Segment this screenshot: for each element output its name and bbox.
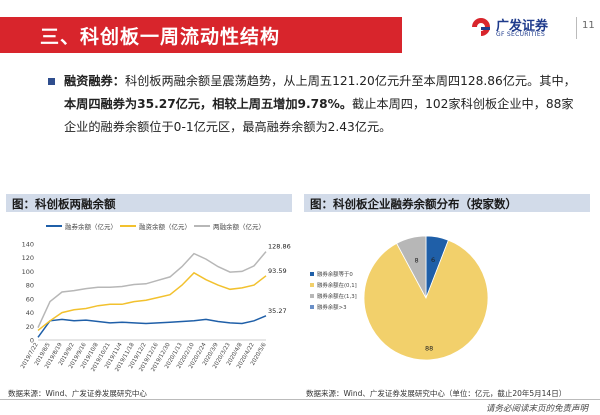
pie-slice-1: [363, 239, 489, 361]
pie-legend-label-2: 融券余额在(1,3]: [317, 292, 357, 300]
y-tick-4: 80: [26, 282, 34, 290]
left-chart-title: 图：科创板两融余额: [12, 197, 116, 211]
pie-slice-2: [396, 235, 427, 299]
pie-label-0: 6: [431, 256, 435, 264]
summary-label: 融资融券：: [64, 74, 125, 88]
footer-divider: [0, 399, 600, 400]
summary-bold-text: 本周四融券为35.27亿元，相较上周五增加9.78%。: [64, 97, 353, 111]
left-chart-header: 图：科创板两融余额: [6, 194, 292, 212]
legend-label-2: 两融余额（亿元）: [213, 222, 265, 231]
pie-legend-swatch-1: [310, 283, 314, 287]
company-logo: 广发证券 GF SECURITIES: [470, 14, 574, 42]
series-line-1: [37, 271, 267, 331]
end-label-2: 35.27: [268, 307, 287, 315]
gf-logo-icon: [472, 18, 490, 36]
y-tick-0: 0: [30, 337, 34, 345]
bullet-square-icon: [48, 78, 55, 85]
pie-legend-swatch-3: [310, 305, 314, 309]
pie-legend-label-3: 融券余额>3: [317, 303, 347, 311]
y-tick-7: 140: [22, 241, 34, 249]
summary-text-3: 截止本周四，102家科创板企业中，88家企业的融券余额位于0-1亿元区，最高融券…: [64, 97, 574, 134]
end-label-1: 93.59: [268, 267, 287, 275]
series-line-2: [37, 251, 267, 329]
footer-disclaimer: 请务必阅读末页的免责声明: [485, 404, 588, 414]
y-tick-6: 120: [22, 254, 34, 262]
summary-paragraph: 融资融券：科创板两融余额呈震荡趋势，从上周五121.20亿元升至本周四128.8…: [64, 70, 584, 139]
page-title: 三、科创板一周流动性结构: [40, 26, 281, 48]
pie-label-2: 8: [415, 257, 419, 265]
legend-label-0: 融券余额（亿元）: [65, 222, 117, 231]
end-label-0: 128.86: [268, 243, 291, 251]
pie-legend-label-0: 融券余额等于0: [317, 270, 353, 278]
pie-legend-label-1: 融券余额在(0,1]: [317, 281, 357, 289]
y-tick-1: 20: [26, 323, 34, 331]
pie-legend-swatch-0: [310, 272, 314, 276]
pie-legend-swatch-2: [310, 294, 314, 298]
right-chart-header: 图：科创板企业融券余额分布（按家数）: [304, 194, 590, 212]
legend-label-1: 融资余额（亿元）: [139, 222, 191, 231]
y-tick-2: 40: [26, 309, 34, 317]
logo-text-cn: 广发证券: [496, 19, 549, 34]
title-banner: 三、科创板一周流动性结构: [0, 17, 402, 53]
left-chart-source: 数据来源：Wind、广发证券发展研究中心: [8, 389, 147, 398]
y-tick-3: 60: [26, 295, 34, 303]
page-number: 11: [582, 20, 595, 31]
page-separator: [576, 17, 577, 39]
margin-balance-line-chart: 融券余额（亿元） 融资余额（亿元） 两融余额（亿元） 0 20 40 60 80 100 120 1…: [20, 222, 291, 373]
top-bar: 三、科创板一周流动性结构 广发证券 GF SECURITIES 11: [0, 0, 600, 58]
y-tick-5: 100: [22, 268, 34, 276]
summary-text-1: 科创板两融余额呈震荡趋势，从上周五121.20亿元升至本周四128.86亿元。其…: [124, 74, 576, 88]
right-chart-source: 数据来源：Wind、广发证券发展研究中心（单位：亿元，截止20年5月14日）: [306, 389, 567, 398]
right-chart-title: 图：科创板企业融券余额分布（按家数）: [310, 197, 517, 211]
pie-label-1: 88: [425, 345, 433, 353]
logo-text-en: GF SECURITIES: [496, 31, 546, 38]
series-line-0: [37, 315, 267, 338]
